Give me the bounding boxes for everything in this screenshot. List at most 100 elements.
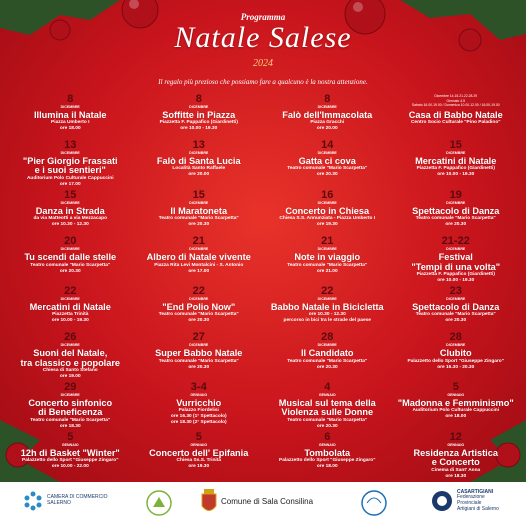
event-detail: Chiesa di Santo Stefano bbox=[42, 368, 98, 374]
event-month: DICEMBRE bbox=[189, 247, 209, 252]
event-detail: Centro Socio Culturale "Pino Paladino" bbox=[410, 120, 501, 126]
event-title: Soffitte in Piazza bbox=[162, 109, 236, 120]
event-detail: ore 16.30 (1° Spettacolo) bbox=[170, 414, 227, 420]
event: 14 DICEMBRE Gatta ci cova Teatro comunale "… bbox=[263, 138, 392, 188]
chamber-logo: CAMERA DI COMMERCIO SALERNO bbox=[22, 490, 108, 512]
event-detail: ore 10.00 - 19.30 bbox=[180, 126, 218, 132]
event-detail: ore 19.30 bbox=[188, 464, 210, 470]
event-month: DICEMBRE bbox=[189, 105, 209, 109]
federation-line: CASARTIGIANI bbox=[457, 488, 494, 495]
event-detail: ore 18.00 bbox=[59, 126, 81, 132]
event: 8 DICEMBRE Soffitte in Piazza Piazzetta F. … bbox=[135, 92, 264, 138]
event-date: 22 bbox=[64, 285, 77, 298]
event: 6 GENNAIO Tombolata Palazzetto dello Sport … bbox=[263, 430, 392, 480]
event: 27 DICEMBRE Super Babbo Natale Teatro comun… bbox=[135, 330, 264, 380]
event-detail: Piazza Gracchi bbox=[310, 120, 345, 126]
event-date: 20 bbox=[64, 235, 77, 248]
event-date: 5 bbox=[67, 431, 74, 444]
event-detail: Teatro comunale "Mario Scarpetta" bbox=[287, 262, 368, 268]
event-date: 15 bbox=[64, 189, 77, 202]
federation-line: Provinciale bbox=[457, 500, 482, 506]
event-detail: ore 18.00 bbox=[445, 414, 467, 420]
event-detail: Teatro comunale "Mario Scarpetta" bbox=[287, 166, 368, 172]
event: 28 DICEMBRE Clubito Palazzetto dello Sport … bbox=[392, 330, 521, 380]
event-detail: ore 20.30 bbox=[188, 222, 210, 228]
event-detail: Cinema di Sant' Anna bbox=[431, 468, 481, 474]
event-month: DICEMBRE bbox=[317, 151, 337, 156]
event-detail: Teatro comunale "Mario Scarpetta" bbox=[158, 358, 239, 364]
event-month: DICEMBRE bbox=[60, 151, 80, 156]
federation-line: Artigiani di Salerno bbox=[457, 505, 499, 512]
event: 19 DICEMBRE Spettacolo di Danza Teatro comu… bbox=[392, 188, 521, 234]
chamber-line: CAMERA DI COMMERCIO bbox=[47, 494, 108, 501]
event-detail: Palazzetto dello Sport "Giuseppe Zingaro… bbox=[279, 458, 376, 464]
crest bbox=[201, 489, 217, 511]
event-date: 13 bbox=[192, 139, 205, 152]
event: 13 DICEMBRE "Pier Giorgio Frassati e i suoi… bbox=[6, 138, 135, 188]
event-date: 12 bbox=[449, 431, 462, 444]
event: 22 DICEMBRE Mercatini di Natale Piazzetta T… bbox=[6, 284, 135, 330]
event-month: DICEMBRE bbox=[60, 247, 80, 252]
event: 15 DICEMBRE Mercatini di Natale Piazzetta F… bbox=[392, 138, 521, 188]
event-month: DICEMBRE bbox=[317, 105, 337, 109]
event-month: GENNAIO bbox=[190, 393, 208, 398]
event: 20 DICEMBRE Tu scendi dalle stelle Teatro c… bbox=[6, 234, 135, 284]
event-title: Mercatini di Natale bbox=[415, 155, 497, 166]
event-date: 6 bbox=[324, 431, 331, 444]
event-detail: Chiesa Ss.S. Trinità bbox=[176, 458, 222, 464]
event-detail: Teatro comunale "Mario Scarpetta" bbox=[415, 216, 496, 222]
event-date: 23 bbox=[449, 285, 462, 298]
event-date: 15 bbox=[449, 139, 462, 152]
event-detail: ore 20.00 bbox=[188, 172, 210, 178]
federation-logo: CASARTIGIANI Federazione Provinciale Artigi… bbox=[430, 489, 499, 513]
decorations bbox=[0, 0, 526, 482]
event-month: DICEMBRE bbox=[317, 297, 337, 302]
event-date: 14 bbox=[321, 139, 334, 152]
event-detail: ore 18.30 bbox=[445, 474, 467, 479]
event-date: 28 bbox=[321, 331, 334, 344]
event-month: DICEMBRE bbox=[60, 201, 80, 206]
event-detail: ore 20.30 bbox=[445, 318, 467, 324]
event: 16 DICEMBRE Concerto in Chiesa Chiesa S.S. … bbox=[263, 188, 392, 234]
event-title: di Beneficenza bbox=[38, 407, 103, 418]
event: 8 DICEMBRE Illumina il Natale Piazza Umbert… bbox=[6, 92, 135, 138]
event-date: 4 bbox=[324, 381, 331, 394]
event-title: Violenza sulle Donne bbox=[281, 407, 374, 418]
event-title: Vurricchio bbox=[176, 397, 222, 408]
federation-text: CASARTIGIANI Federazione Provinciale Artigi… bbox=[457, 488, 499, 513]
event: 8 DICEMBRE Falò dell'Immacolata Piazza Grac… bbox=[263, 92, 392, 138]
chamber-line: SALERNO bbox=[47, 500, 71, 506]
event-month: DICEMBRE bbox=[317, 343, 337, 348]
event-detail: ore 20.30 bbox=[316, 424, 338, 430]
event-title: e Concerto bbox=[431, 457, 480, 468]
event-date: 28 bbox=[449, 331, 462, 344]
event-title: Residenza Artistica bbox=[413, 447, 498, 458]
event: 21 DICEMBRE Albero di Natale vivente Piazza… bbox=[135, 234, 264, 284]
event-title: Mercatini di Natale bbox=[29, 301, 111, 312]
year: 2024 bbox=[253, 58, 273, 69]
event-date: 5 bbox=[195, 431, 202, 444]
event-title: Note in viaggio bbox=[294, 251, 361, 262]
event-title: Danza in Strada bbox=[35, 205, 105, 216]
event-title: "End Polio Now" bbox=[162, 301, 236, 312]
municipality-logo: Comune di Sala Consilina bbox=[200, 488, 313, 516]
event: 5 GENNAIO "Madonna e Femminismo" Auditorium… bbox=[392, 380, 521, 430]
event-title: Tombolata bbox=[304, 447, 351, 458]
event-detail: ore 10.30 - 12.30 bbox=[308, 312, 346, 318]
event-title: "Madonna e Femminismo" bbox=[397, 397, 514, 408]
event-title: Festival bbox=[438, 251, 473, 262]
event-month: DICEMBRE bbox=[189, 297, 209, 302]
event: 15 DICEMBRE Il Maratoneta Teatro comunale "… bbox=[135, 188, 264, 234]
event-date: 26 bbox=[64, 331, 77, 344]
event-detail: ore 20.00 bbox=[316, 126, 338, 132]
event-detail: ore 20.30 bbox=[188, 364, 210, 370]
event-month: GENNAIO bbox=[61, 443, 79, 448]
event-title: e i suoi sentieri" bbox=[34, 165, 106, 176]
event-title: Tu scendi dalle stelle bbox=[24, 251, 117, 262]
event-grid: 8 DICEMBRE Illumina il Natale Piazza Umbert… bbox=[6, 92, 520, 480]
event-month: GENNAIO bbox=[447, 393, 465, 398]
event-detail: ore 15.30 - 20.30 bbox=[437, 364, 475, 370]
event-detail: Teatro comunale "Mario Scarpetta" bbox=[158, 312, 239, 318]
event-date: 8 bbox=[67, 93, 74, 105]
federation-line: Federazione bbox=[457, 494, 485, 501]
